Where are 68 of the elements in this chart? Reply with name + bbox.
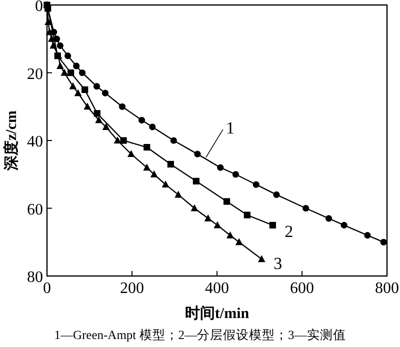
point bbox=[78, 69, 86, 76]
point bbox=[217, 164, 224, 171]
point bbox=[48, 34, 56, 42]
point bbox=[82, 86, 88, 93]
point bbox=[252, 181, 260, 188]
point bbox=[226, 231, 234, 238]
point bbox=[167, 160, 174, 168]
point bbox=[56, 42, 64, 49]
point bbox=[118, 103, 126, 110]
point bbox=[50, 42, 58, 49]
point bbox=[149, 124, 156, 130]
point bbox=[56, 62, 64, 69]
y-tick-label: 0 bbox=[35, 0, 43, 15]
annotation: 3 bbox=[274, 254, 282, 274]
point bbox=[204, 214, 212, 222]
point bbox=[144, 144, 150, 151]
x-tick-label: 400 bbox=[205, 280, 229, 297]
point bbox=[232, 171, 239, 178]
point bbox=[114, 136, 122, 144]
y-tick-label: 40 bbox=[27, 134, 43, 150]
point bbox=[138, 116, 146, 124]
point bbox=[73, 62, 80, 70]
point bbox=[214, 221, 222, 228]
point bbox=[244, 212, 250, 218]
point bbox=[269, 222, 276, 228]
point bbox=[69, 82, 77, 90]
point bbox=[84, 102, 92, 110]
x-tick-label: 600 bbox=[290, 280, 314, 297]
x-tick-label: 200 bbox=[120, 280, 144, 297]
point bbox=[235, 238, 243, 246]
point bbox=[174, 190, 182, 198]
point bbox=[60, 68, 68, 76]
y-axis-title: 深度z/cm bbox=[2, 110, 20, 172]
point bbox=[94, 110, 100, 117]
point bbox=[150, 170, 158, 178]
point bbox=[102, 90, 109, 96]
point bbox=[258, 255, 266, 262]
point bbox=[95, 116, 103, 124]
y-tick-label: 80 bbox=[27, 269, 43, 286]
point bbox=[120, 137, 127, 144]
point bbox=[143, 164, 151, 171]
point bbox=[325, 215, 332, 222]
point bbox=[74, 89, 82, 96]
point bbox=[46, 28, 54, 36]
point bbox=[68, 69, 74, 76]
y-tick-label: 60 bbox=[27, 201, 43, 218]
y-tick-label: 20 bbox=[27, 66, 43, 83]
point bbox=[64, 52, 72, 60]
point bbox=[127, 150, 135, 158]
text: 1—Green-Ampt 模型；2—分层假设模型；3—实测值 bbox=[54, 328, 346, 342]
annotation: 2 bbox=[284, 222, 294, 242]
point bbox=[340, 222, 348, 228]
point bbox=[223, 198, 230, 205]
point bbox=[302, 204, 310, 212]
point bbox=[192, 178, 200, 184]
point bbox=[190, 204, 198, 212]
point bbox=[380, 238, 387, 246]
point bbox=[93, 83, 100, 90]
x-tick-label: 800 bbox=[375, 280, 399, 297]
x-axis-title: 时间t/min bbox=[184, 305, 250, 322]
point bbox=[273, 191, 280, 198]
point bbox=[170, 137, 177, 144]
point bbox=[364, 232, 371, 239]
point bbox=[102, 122, 110, 130]
point bbox=[162, 180, 170, 188]
point bbox=[44, 18, 52, 25]
annotation: 1 bbox=[226, 118, 234, 138]
point bbox=[194, 150, 201, 158]
